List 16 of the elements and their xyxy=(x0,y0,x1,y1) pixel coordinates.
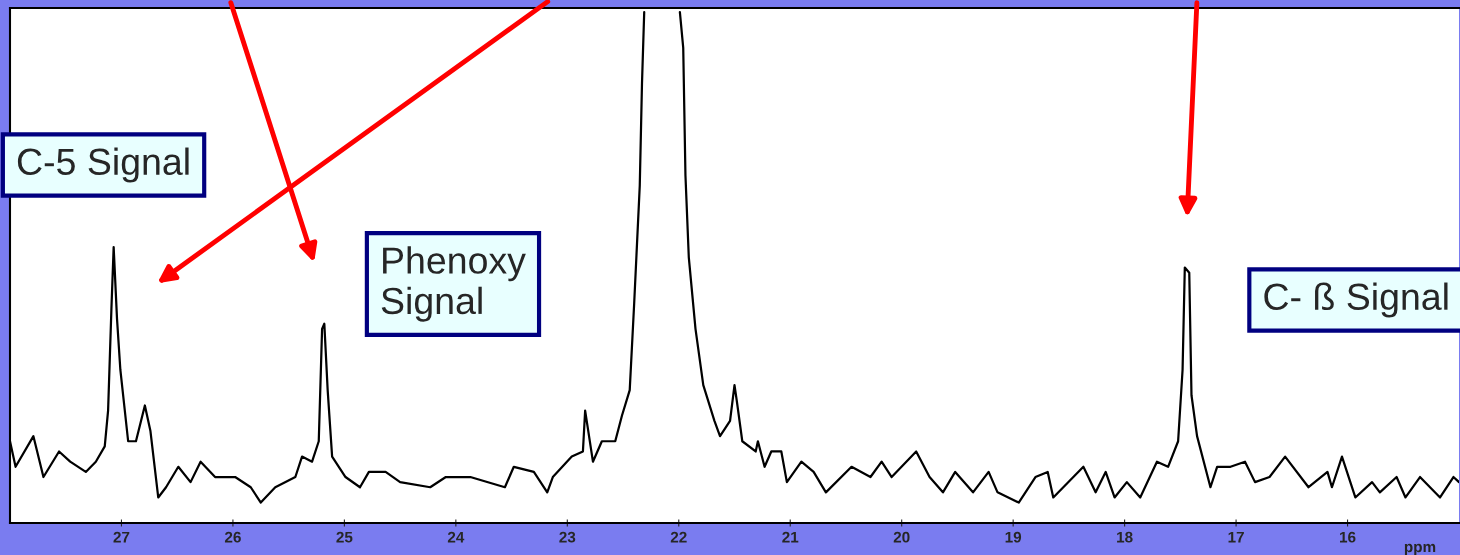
x-tick-label: 19 xyxy=(1005,531,1022,543)
x-tick-label: 23 xyxy=(559,531,576,543)
x-tick-label: 27 xyxy=(113,531,130,543)
annotation: C- ß Signal xyxy=(1264,282,1448,318)
annotation: C-5 Signal xyxy=(17,147,189,183)
x-tick-label: 16 xyxy=(1340,531,1356,543)
x-tick-label: 20 xyxy=(893,531,910,543)
annotation: Phenoxy Signal xyxy=(381,246,526,322)
x-axis-title: ppm xyxy=(1404,543,1436,555)
x-tick-label: 26 xyxy=(224,531,241,543)
x-tick-label: 21 xyxy=(782,531,799,543)
x-tick-label: 25 xyxy=(336,531,353,543)
x-tick-label: 24 xyxy=(447,531,465,543)
x-tick-label: 17 xyxy=(1228,531,1244,543)
x-tick-label: 22 xyxy=(670,531,687,543)
x-tick-label: 18 xyxy=(1117,531,1133,543)
